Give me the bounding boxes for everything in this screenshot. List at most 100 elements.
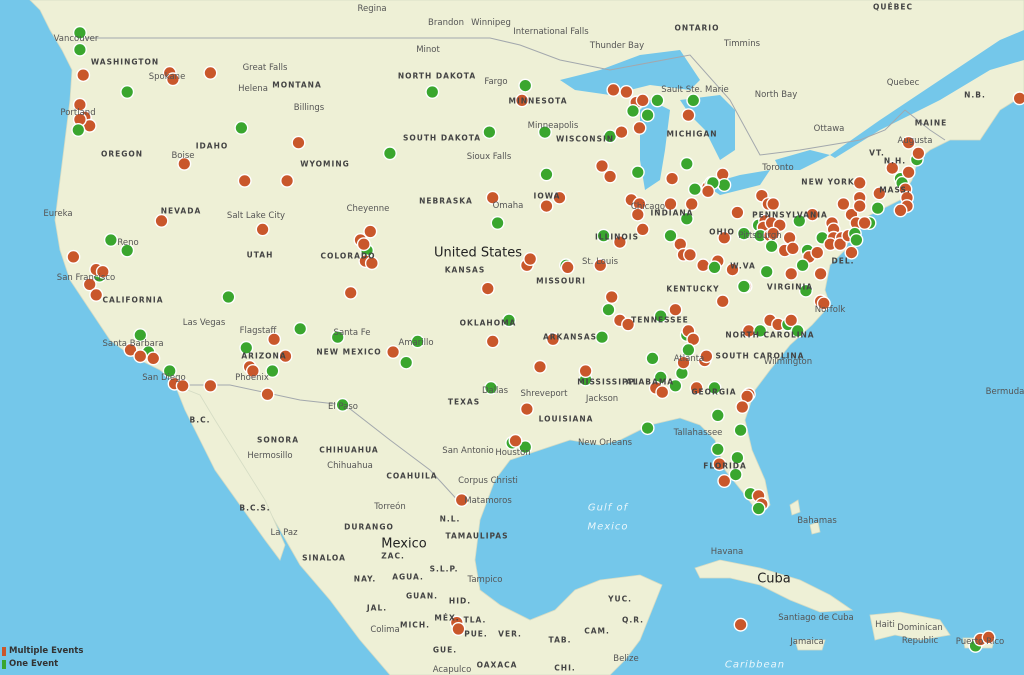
marker-one-event[interactable] — [518, 440, 533, 455]
marker-one-event[interactable] — [120, 84, 135, 99]
marker-multiple-events[interactable] — [717, 230, 732, 245]
marker-multiple-events[interactable] — [606, 82, 621, 97]
marker-multiple-events[interactable] — [519, 402, 534, 417]
marker-multiple-events[interactable] — [885, 161, 900, 176]
marker-multiple-events[interactable] — [451, 622, 466, 637]
marker-one-event[interactable] — [596, 228, 611, 243]
marker-one-event[interactable] — [728, 467, 743, 482]
marker-multiple-events[interactable] — [981, 630, 996, 645]
marker-one-event[interactable] — [679, 211, 694, 226]
marker-one-event[interactable] — [539, 167, 554, 182]
marker-one-event[interactable] — [382, 146, 397, 161]
marker-multiple-events[interactable] — [816, 296, 831, 311]
marker-multiple-events[interactable] — [485, 334, 500, 349]
marker-multiple-events[interactable] — [635, 222, 650, 237]
marker-one-event[interactable] — [410, 334, 425, 349]
marker-one-event[interactable] — [482, 125, 497, 140]
marker-one-event[interactable] — [502, 313, 517, 328]
marker-one-event[interactable] — [293, 321, 308, 336]
marker-one-event[interactable] — [795, 258, 810, 273]
marker-one-event[interactable] — [764, 239, 779, 254]
marker-multiple-events[interactable] — [603, 169, 618, 184]
marker-multiple-events[interactable] — [203, 65, 218, 80]
marker-one-event[interactable] — [490, 215, 505, 230]
marker-multiple-events[interactable] — [72, 97, 87, 112]
marker-one-event[interactable] — [103, 232, 118, 247]
marker-one-event[interactable] — [239, 340, 254, 355]
marker-one-event[interactable] — [133, 328, 148, 343]
marker-one-event[interactable] — [759, 264, 774, 279]
marker-one-event[interactable] — [71, 122, 86, 137]
marker-one-event[interactable] — [630, 165, 645, 180]
marker-multiple-events[interactable] — [619, 84, 634, 99]
marker-one-event[interactable] — [601, 302, 616, 317]
marker-multiple-events[interactable] — [683, 247, 698, 262]
marker-multiple-events[interactable] — [480, 281, 495, 296]
marker-one-event[interactable] — [221, 290, 236, 305]
marker-one-event[interactable] — [717, 177, 732, 192]
marker-multiple-events[interactable] — [676, 355, 691, 370]
marker-multiple-events[interactable] — [857, 215, 872, 230]
marker-multiple-events[interactable] — [844, 245, 859, 260]
marker-one-event[interactable] — [707, 380, 722, 395]
marker-one-event[interactable] — [120, 243, 135, 258]
marker-one-event[interactable] — [849, 232, 864, 247]
marker-multiple-events[interactable] — [523, 251, 538, 266]
marker-multiple-events[interactable] — [560, 260, 575, 275]
marker-multiple-events[interactable] — [177, 156, 192, 171]
marker-multiple-events[interactable] — [66, 249, 81, 264]
marker-one-event[interactable] — [645, 351, 660, 366]
marker-one-event[interactable] — [790, 323, 805, 338]
marker-one-event[interactable] — [518, 78, 533, 93]
marker-multiple-events[interactable] — [665, 171, 680, 186]
marker-multiple-events[interactable] — [621, 317, 636, 332]
marker-multiple-events[interactable] — [533, 359, 548, 374]
marker-one-event[interactable] — [753, 323, 768, 338]
marker-multiple-events[interactable] — [901, 135, 916, 150]
marker-multiple-events[interactable] — [552, 190, 567, 205]
marker-multiple-events[interactable] — [260, 387, 275, 402]
marker-multiple-events[interactable] — [715, 294, 730, 309]
marker-one-event[interactable] — [686, 93, 701, 108]
marker-multiple-events[interactable] — [485, 190, 500, 205]
marker-multiple-events[interactable] — [696, 258, 711, 273]
marker-multiple-events[interactable] — [766, 196, 781, 211]
marker-multiple-events[interactable] — [82, 277, 97, 292]
marker-one-event[interactable] — [653, 309, 668, 324]
marker-multiple-events[interactable] — [805, 207, 820, 222]
marker-multiple-events[interactable] — [630, 207, 645, 222]
marker-multiple-events[interactable] — [237, 173, 252, 188]
marker-multiple-events[interactable] — [291, 135, 306, 150]
marker-multiple-events[interactable] — [539, 199, 554, 214]
marker-multiple-events[interactable] — [146, 351, 161, 366]
marker-multiple-events[interactable] — [701, 184, 716, 199]
marker-multiple-events[interactable] — [632, 120, 647, 135]
marker-multiple-events[interactable] — [655, 385, 670, 400]
marker-one-event[interactable] — [425, 84, 440, 99]
marker-multiple-events[interactable] — [454, 493, 469, 508]
marker-one-event[interactable] — [710, 442, 725, 457]
marker-one-event[interactable] — [484, 380, 499, 395]
marker-multiple-events[interactable] — [730, 205, 745, 220]
marker-multiple-events[interactable] — [810, 245, 825, 260]
marker-multiple-events[interactable] — [901, 165, 916, 180]
marker-multiple-events[interactable] — [735, 400, 750, 415]
marker-multiple-events[interactable] — [595, 158, 610, 173]
marker-multiple-events[interactable] — [364, 256, 379, 271]
marker-multiple-events[interactable] — [784, 266, 799, 281]
marker-multiple-events[interactable] — [255, 222, 270, 237]
marker-multiple-events[interactable] — [123, 342, 138, 357]
marker-multiple-events[interactable] — [515, 93, 530, 108]
marker-multiple-events[interactable] — [95, 264, 110, 279]
marker-multiple-events[interactable] — [699, 349, 714, 364]
marker-multiple-events[interactable] — [663, 196, 678, 211]
marker-multiple-events[interactable] — [836, 196, 851, 211]
marker-multiple-events[interactable] — [852, 199, 867, 214]
marker-multiple-events[interactable] — [578, 364, 593, 379]
marker-one-event[interactable] — [710, 408, 725, 423]
marker-one-event[interactable] — [330, 330, 345, 345]
marker-one-event[interactable] — [265, 364, 280, 379]
marker-multiple-events[interactable] — [76, 68, 91, 83]
marker-multiple-events[interactable] — [684, 196, 699, 211]
